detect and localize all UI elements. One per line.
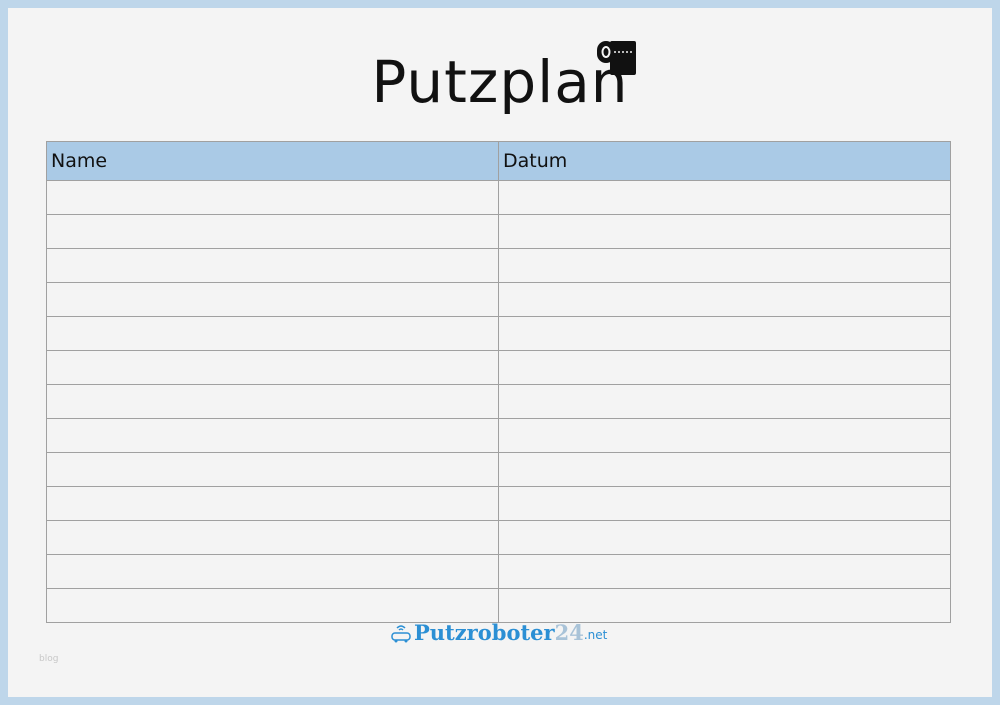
datum-cell[interactable]: [498, 520, 951, 555]
table-row: [46, 418, 951, 453]
title-text: Putzplan: [371, 48, 629, 116]
name-cell[interactable]: [46, 316, 499, 351]
brand-name: Putzroboter: [414, 620, 555, 645]
name-cell[interactable]: [46, 520, 499, 555]
blog-note: blog: [39, 654, 59, 664]
table-row: [46, 452, 951, 487]
table-row: [46, 316, 951, 351]
table-row: [46, 350, 951, 385]
schedule-table: Name Datum: [46, 141, 951, 623]
table-row: [46, 282, 951, 317]
datum-cell[interactable]: [498, 384, 951, 419]
name-cell[interactable]: [46, 282, 499, 317]
table-row: [46, 248, 951, 283]
table-row: [46, 384, 951, 419]
datum-cell[interactable]: [498, 316, 951, 351]
name-cell[interactable]: [46, 214, 499, 249]
page: Putzplan Name Datum Putzroboter 24 .net bl…: [8, 8, 992, 697]
name-cell[interactable]: [46, 418, 499, 453]
table-row: [46, 486, 951, 521]
datum-cell[interactable]: [498, 486, 951, 521]
robot-vacuum-icon: [391, 625, 411, 643]
header-datum: Datum: [498, 141, 951, 181]
datum-cell[interactable]: [498, 282, 951, 317]
name-cell[interactable]: [46, 350, 499, 385]
name-cell[interactable]: [46, 384, 499, 419]
brand-tld: .net: [583, 628, 608, 642]
datum-cell[interactable]: [498, 418, 951, 453]
table-row: [46, 554, 951, 589]
name-cell[interactable]: [46, 452, 499, 487]
header-name: Name: [46, 141, 499, 181]
name-cell[interactable]: [46, 554, 499, 589]
datum-cell[interactable]: [498, 452, 951, 487]
datum-cell[interactable]: [498, 214, 951, 249]
table-row: [46, 588, 951, 623]
brand-number: 24: [554, 620, 584, 645]
datum-cell[interactable]: [498, 180, 951, 215]
table-row: [46, 520, 951, 555]
toilet-paper-icon: [597, 41, 636, 75]
name-cell[interactable]: [46, 588, 499, 623]
datum-cell[interactable]: [498, 350, 951, 385]
datum-cell[interactable]: [498, 588, 951, 623]
name-cell[interactable]: [46, 248, 499, 283]
name-cell[interactable]: [46, 486, 499, 521]
name-cell[interactable]: [46, 180, 499, 215]
table-row: [46, 214, 951, 249]
datum-cell[interactable]: [498, 248, 951, 283]
table-row: [46, 180, 951, 215]
datum-cell[interactable]: [498, 554, 951, 589]
brand-logo: Putzroboter 24 .net: [390, 620, 607, 645]
page-title: Putzplan: [8, 48, 992, 116]
